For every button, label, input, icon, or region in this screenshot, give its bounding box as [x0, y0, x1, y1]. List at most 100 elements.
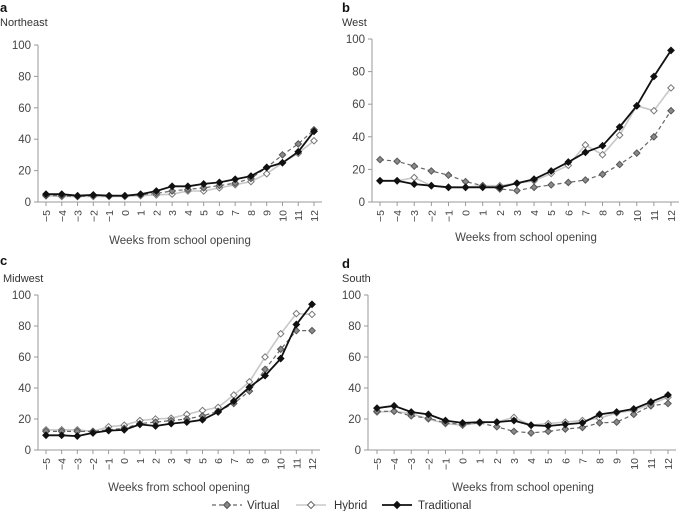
series-line	[380, 49, 672, 189]
diamond-marker-icon	[306, 500, 316, 510]
data-point-virtual	[581, 176, 590, 184]
x-tick-label: 10	[276, 458, 288, 470]
x-tick-label: 12	[307, 458, 319, 470]
series-layer	[373, 391, 672, 437]
x-tick-label: 7	[230, 210, 242, 216]
data-point-virtual	[564, 178, 573, 187]
data-point-traditional	[646, 398, 655, 406]
x-tick-label: −3	[406, 458, 418, 470]
x-tick-label: 11	[649, 210, 661, 221]
y-tick-label: 40	[352, 132, 365, 144]
data-point-traditional	[57, 190, 66, 199]
data-point-hybrid	[261, 353, 269, 361]
data-point-traditional	[664, 391, 672, 399]
data-point-virtual	[168, 187, 177, 195]
data-point-traditional	[424, 410, 433, 419]
data-point-traditional	[89, 429, 97, 437]
x-tick-label: −2	[426, 210, 438, 222]
data-point-traditional	[407, 408, 416, 416]
data-point-traditional	[245, 383, 254, 392]
data-point-traditional	[615, 123, 624, 131]
x-tick-label: −1	[104, 458, 116, 470]
series-traditional	[42, 127, 318, 200]
x-tick-label: 10	[632, 210, 644, 222]
y-tick-label: 100	[346, 34, 365, 46]
data-point-traditional	[89, 191, 98, 199]
data-point-traditional	[492, 418, 501, 427]
data-point-hybrid	[410, 173, 419, 182]
series-line	[45, 140, 315, 198]
data-point-virtual	[199, 183, 208, 192]
series-traditional	[373, 391, 672, 430]
y-tick-label: 0	[25, 445, 31, 457]
x-tick-label: 4	[526, 458, 538, 464]
x-tick-label: −1	[443, 210, 455, 222]
x-tick-label: 0	[119, 458, 131, 464]
x-tick-label: 2	[151, 458, 163, 464]
data-point-traditional	[310, 127, 318, 136]
data-point-traditional	[581, 148, 590, 157]
y-tick-label: 80	[348, 321, 361, 333]
panel-letter: a	[0, 0, 8, 15]
data-point-traditional	[57, 431, 66, 440]
data-point-traditional	[215, 178, 224, 187]
data-point-traditional	[168, 182, 177, 191]
data-point-traditional	[510, 416, 518, 425]
series-line	[46, 130, 315, 197]
data-point-virtual	[612, 418, 621, 427]
panel-title: West	[342, 17, 367, 29]
data-point-hybrid	[310, 136, 318, 145]
y-tick-label: 20	[18, 414, 31, 426]
x-tick-label: 11	[293, 210, 305, 221]
data-point-traditional	[649, 72, 658, 81]
legend-item-hybrid: Hybrid	[296, 500, 367, 511]
y-tick-label: 100	[342, 290, 361, 302]
data-point-traditional	[247, 172, 255, 181]
x-tick-label: 3	[167, 210, 179, 216]
data-point-traditional	[444, 183, 453, 192]
data-point-virtual	[629, 410, 638, 419]
x-tick-label: 8	[244, 458, 256, 464]
x-tick-label: 12	[309, 210, 321, 222]
y-tick-label: 20	[352, 164, 365, 176]
x-tick-label: −4	[57, 210, 69, 222]
data-point-traditional	[495, 183, 504, 192]
data-point-virtual	[294, 140, 303, 148]
data-point-virtual	[427, 167, 436, 175]
x-tick-label: −4	[57, 458, 69, 470]
data-point-traditional	[262, 163, 271, 172]
legend-label: Hybrid	[334, 500, 367, 511]
data-point-virtual	[530, 183, 538, 192]
data-point-virtual	[376, 155, 384, 164]
data-point-virtual	[561, 425, 570, 433]
x-tick-label: 0	[458, 458, 470, 464]
data-point-virtual	[410, 162, 419, 171]
x-tick-label: 6	[560, 458, 572, 464]
data-point-traditional	[73, 432, 82, 440]
panel-title: South	[342, 273, 371, 285]
data-point-traditional	[373, 404, 381, 413]
x-tick-label: −5	[375, 210, 387, 222]
data-point-traditional	[530, 175, 538, 184]
data-point-traditional	[547, 167, 556, 175]
x-tick-label: 8	[598, 210, 610, 216]
data-point-virtual	[278, 150, 287, 159]
data-point-traditional	[461, 183, 470, 192]
x-tick-label: −2	[423, 458, 435, 470]
x-tick-label: 5	[543, 458, 555, 464]
legend-label: Traditional	[418, 500, 471, 511]
x-tick-label: 5	[199, 210, 211, 216]
legend: Virtual Hybrid Traditional	[212, 500, 471, 511]
series-traditional	[376, 46, 675, 192]
legend-label: Virtual	[247, 500, 279, 511]
y-tick-label: 40	[18, 383, 31, 395]
x-tick-label: 11	[646, 458, 658, 469]
data-point-traditional	[120, 191, 129, 200]
data-point-traditional	[427, 181, 436, 190]
series-hybrid	[376, 83, 675, 192]
x-tick-label: 1	[135, 458, 147, 464]
y-tick-label: 20	[348, 414, 361, 426]
